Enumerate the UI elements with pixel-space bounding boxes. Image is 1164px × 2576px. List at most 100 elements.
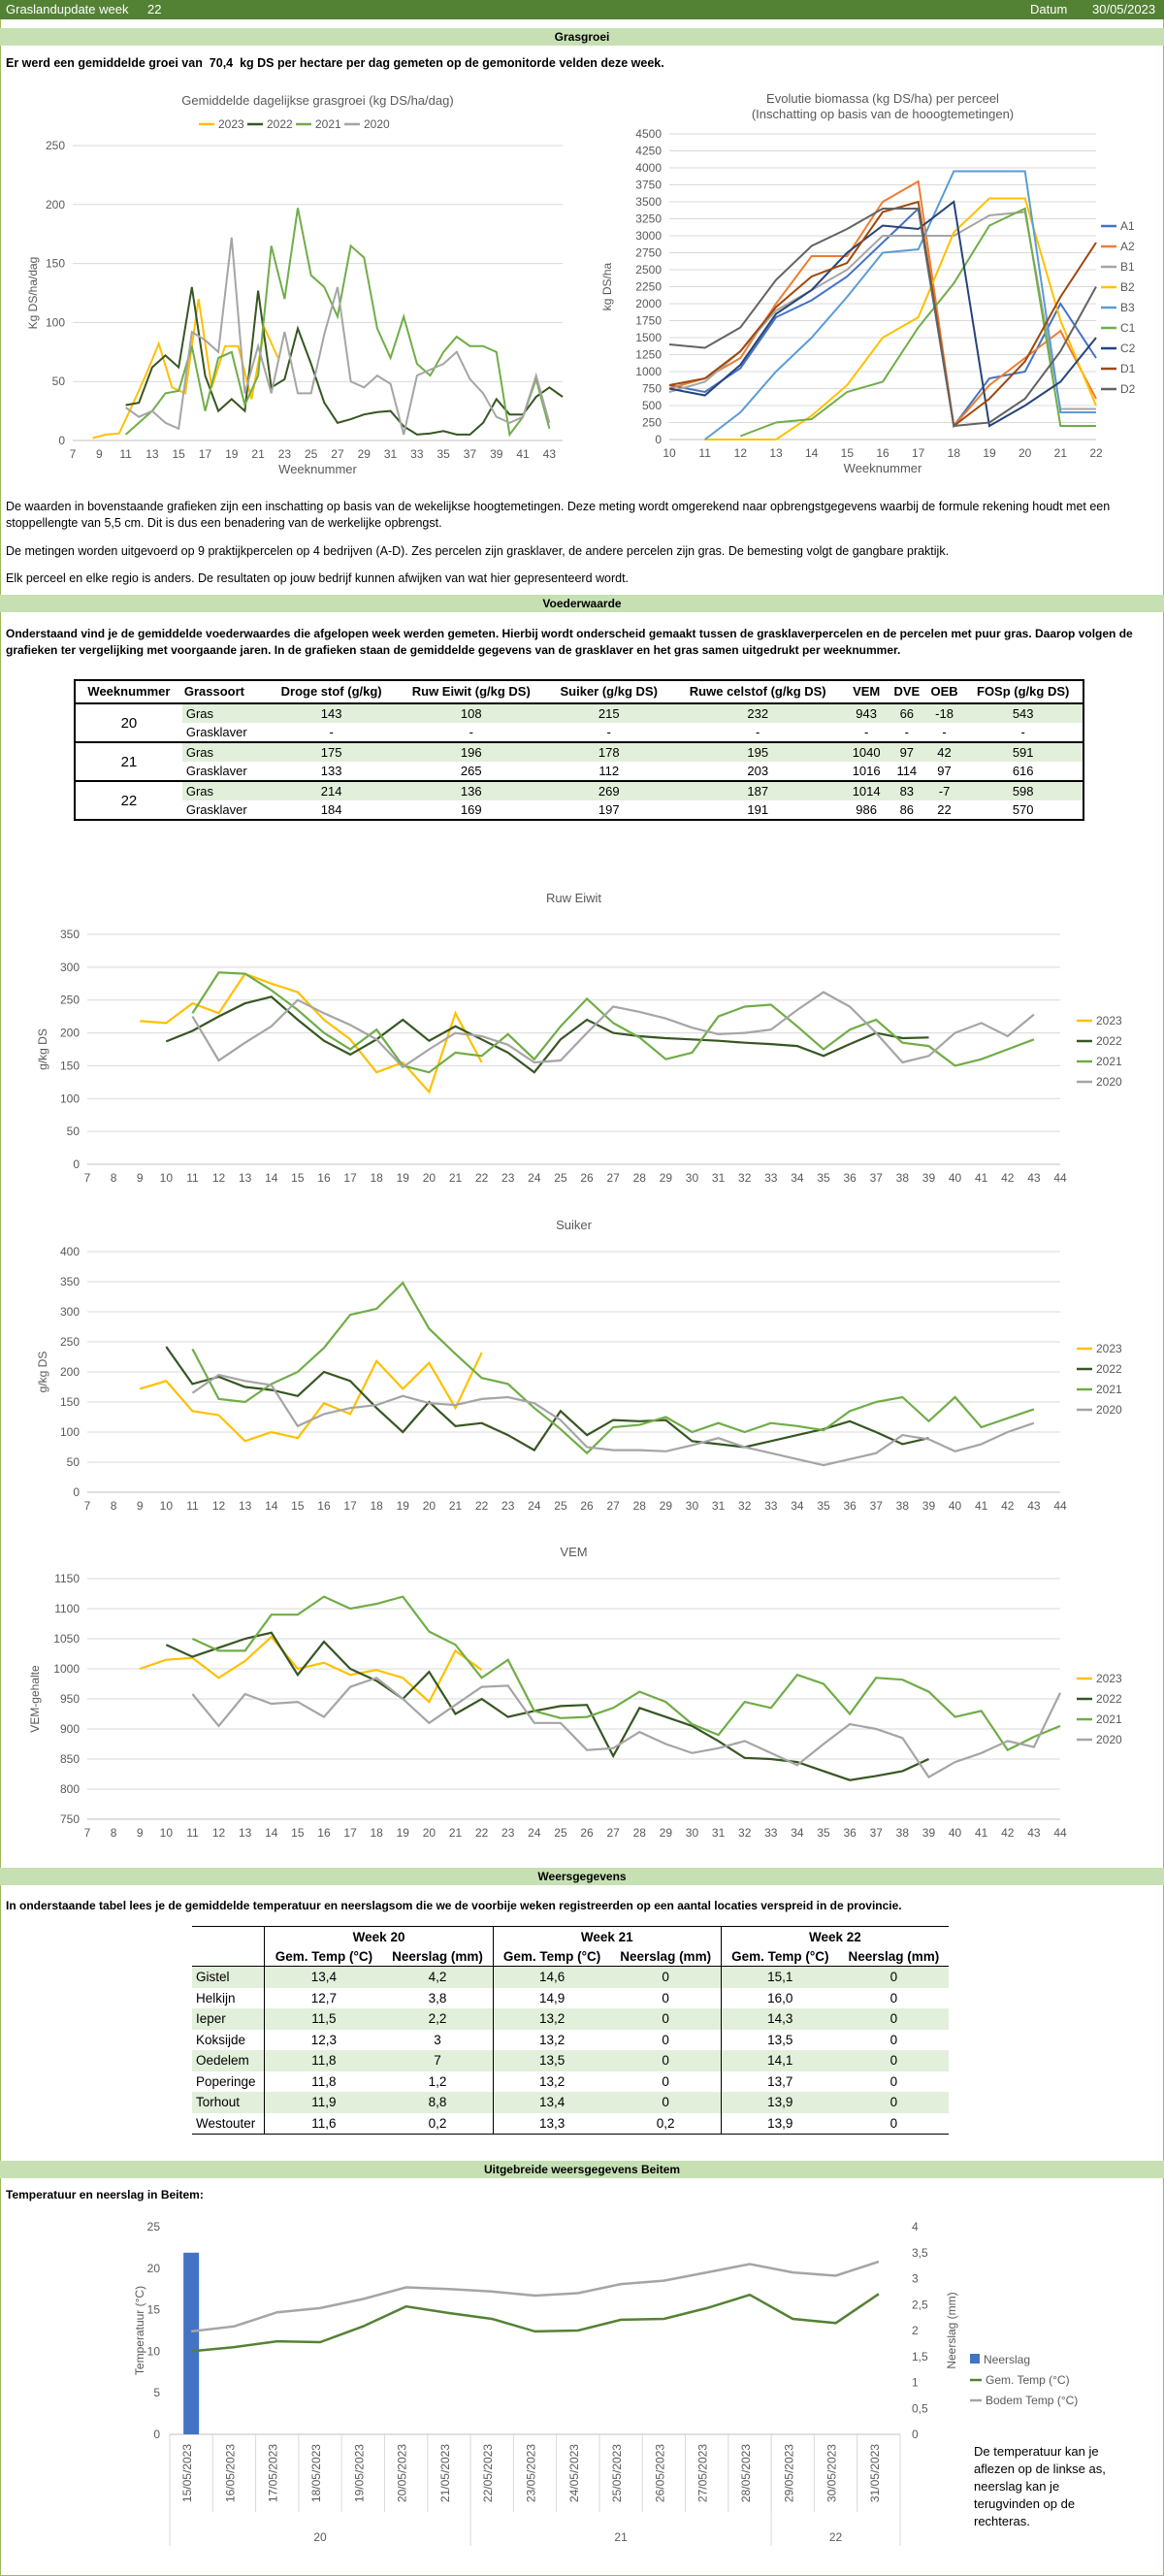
weather-location: Torhout (192, 2092, 265, 2113)
beitem-intro: Temperatuur en neerslag in Beitem: (6, 2188, 204, 2201)
x-tick-label: 7 (84, 1499, 91, 1513)
x-tick-label: 18 (948, 446, 961, 460)
x-tick-label: 26 (580, 1826, 594, 1840)
feed-cell: - (863, 725, 869, 739)
feed-cell: -18 (924, 703, 964, 723)
x-category-label: 17/05/2023 (267, 2444, 280, 2502)
weather-row: Ieper 11,5 2,2 13,2 0 14,3 0 (192, 2008, 949, 2030)
x-tick-label: 7 (70, 447, 77, 461)
legend-label: 2021 (1096, 1712, 1122, 1726)
y-tick-label: 3500 (635, 195, 662, 209)
y-tick-label: 300 (60, 1305, 80, 1319)
weather-cell: 13,2 (492, 2071, 611, 2092)
x-tick-label: 9 (137, 1499, 144, 1513)
y2-tick-label: 3 (912, 2272, 919, 2286)
x-tick-label: 43 (1027, 1499, 1041, 1513)
feed-cell: 543 (963, 703, 1083, 723)
y-axis-label: Temperatuur (°C) (133, 2286, 146, 2375)
feed-cell: - (756, 725, 760, 739)
legend-label: D1 (1120, 362, 1136, 375)
weather-cell: 3 (434, 2032, 441, 2047)
y-tick-label: 5 (153, 2386, 160, 2399)
x-tick-label: 11 (186, 1826, 199, 1840)
feed-cell: - (904, 725, 909, 739)
y-tick-label: 1150 (54, 1572, 80, 1585)
x-tick-label: 10 (663, 446, 676, 460)
weather-cell: 0 (610, 1966, 722, 1988)
feed-row: Grasklaver 133 265 112 203 1016 114 97 616 (75, 762, 1083, 781)
growth-chart: 0 50 100 150 200 250 7 9 11 13 15 17 19 21 23 25 27 29 31 3… (26, 93, 564, 476)
series-line (190, 2293, 880, 2353)
series-line-2023 (139, 1352, 483, 1443)
feed-cell: 598 (963, 780, 1083, 800)
y-tick-label: 150 (60, 1059, 80, 1072)
x-tick-label: 13 (239, 1499, 252, 1513)
series-line-A2 (668, 179, 1097, 429)
x-tick-label: 39 (922, 1499, 936, 1513)
feed-week: 21 (75, 741, 182, 781)
feed-row: 20 Gras 143 108 215 232 943 66 -18 543 (75, 703, 1083, 742)
y-tick-label: 1250 (635, 348, 662, 362)
x-category-label: 22/05/2023 (481, 2444, 495, 2502)
feed-cell: 591 (963, 741, 1083, 762)
y-tick-label: 3250 (635, 212, 662, 226)
y2-axis-label: Neerslag (mm) (945, 2292, 958, 2368)
y-tick-label: 10 (147, 2344, 161, 2358)
y2-tick-label: 2,5 (912, 2298, 928, 2311)
series-line-2020 (191, 1677, 1061, 1779)
x-tick-label: 38 (896, 1499, 910, 1513)
x-tick-label: 19 (397, 1499, 410, 1513)
y-tick-label: 50 (67, 1125, 81, 1138)
x-tick-label: 36 (843, 1171, 857, 1185)
series-line-C2 (668, 200, 1097, 428)
series-line-2021 (191, 1281, 1035, 1455)
header-date-label: Datum (1030, 2, 1068, 16)
x-tick-label: 34 (791, 1826, 804, 1840)
legend-label: D2 (1120, 382, 1136, 396)
legend-label: Neerslag (984, 2353, 1030, 2366)
feed-cell: 232 (671, 703, 845, 723)
x-tick-label: 35 (817, 1826, 830, 1840)
x-tick-label: 40 (949, 1826, 962, 1840)
x-tick-label: 30 (686, 1826, 699, 1840)
x-tick-label: 37 (870, 1826, 884, 1840)
y-tick-label: 3750 (635, 179, 662, 192)
weather-cell: 0 (610, 2050, 722, 2071)
legend-label: 2023 (1096, 1014, 1122, 1027)
x-tick-label: 30 (686, 1171, 699, 1185)
th-oeb: OEB (924, 680, 964, 704)
feed-cell: 114 (896, 764, 918, 778)
weather-cell: 0 (838, 2112, 949, 2135)
y-tick-label: 2250 (635, 280, 662, 294)
x-tick-label: 34 (791, 1499, 804, 1513)
feed-cell: 112 (598, 764, 620, 778)
th-week20: Week 20 (264, 1926, 494, 1946)
weather-cell: 0 (838, 2008, 949, 2030)
x-tick-label: 14 (265, 1171, 278, 1185)
x-tick-label: 23 (501, 1826, 515, 1840)
feed-cell: 196 (396, 741, 547, 762)
weather-row: Helkijn 12,7 3,8 14,9 0 16,0 0 (192, 1987, 949, 2008)
y-tick-label: 4500 (635, 127, 662, 141)
y-tick-label: 0 (58, 434, 65, 447)
y-tick-label: 350 (60, 928, 80, 941)
series-line-2022 (165, 995, 929, 1074)
legend-swatch (970, 2354, 980, 2364)
x-tick-label: 16 (317, 1171, 331, 1185)
y-tick-label: 1000 (53, 1662, 80, 1676)
legend-label: 2021 (1096, 1055, 1122, 1068)
feed-cell: 86 (899, 802, 915, 817)
x-tick-label: 41 (975, 1499, 988, 1513)
intro-growth: Er werd een gemiddelde groei van 70,4 kg… (6, 55, 1158, 72)
x-tick-label: 33 (764, 1826, 778, 1840)
y2-tick-label: 1 (912, 2376, 919, 2390)
paragraph-1: De waarden in bovenstaande grafieken zij… (6, 500, 1111, 530)
feed-cell: 215 (546, 703, 672, 723)
header-bar: Graslandupdate week 22 Datum 30/05/2023 (0, 0, 1164, 19)
weather-cell: 8,8 (382, 2092, 494, 2113)
y-tick-label: 900 (60, 1722, 80, 1736)
y-tick-label: 850 (60, 1752, 80, 1766)
weather-location: Poperinge (196, 2073, 256, 2089)
x-tick-label: 12 (734, 446, 748, 460)
legend-label: 2023 (1096, 1672, 1122, 1685)
